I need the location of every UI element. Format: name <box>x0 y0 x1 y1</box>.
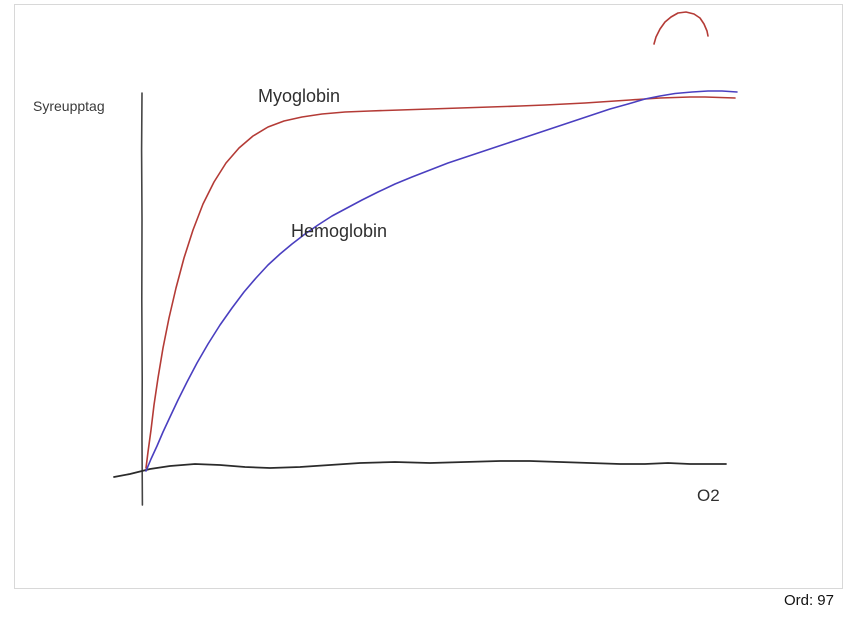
x-axis-label: O2 <box>697 486 720 505</box>
myoglobin-curve-label: Myoglobin <box>258 86 341 106</box>
y-axis-label: Syreupptag <box>33 98 105 114</box>
word-count-indicator[interactable]: Ord: 97 <box>783 592 834 609</box>
hemoglobin-curve-label: Hemoglobin <box>291 221 388 241</box>
